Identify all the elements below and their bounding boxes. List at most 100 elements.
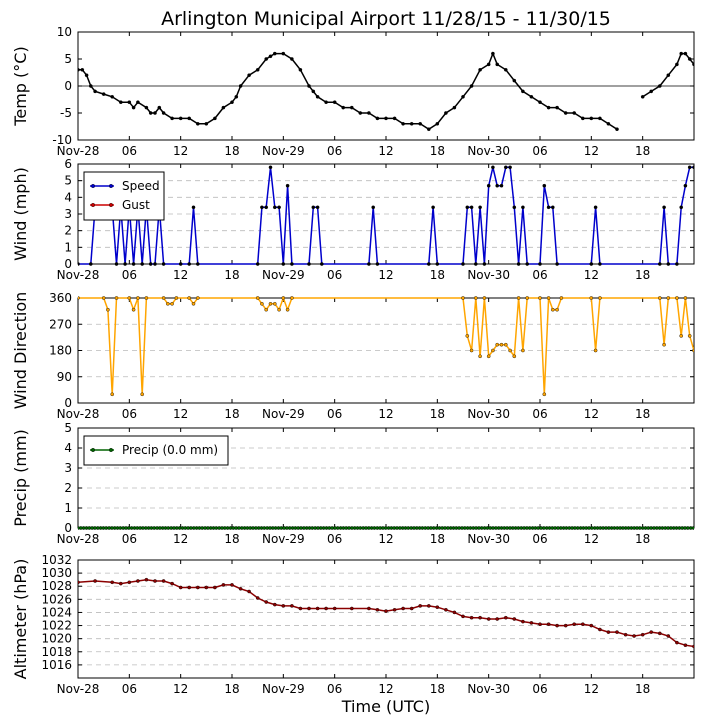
legend-marker-precip-0a bbox=[90, 448, 95, 453]
data-point-wind-0-36 bbox=[375, 262, 380, 266]
xtick-label-winddir-18: 18 bbox=[224, 407, 239, 421]
data-point-altim-0-51 bbox=[546, 622, 551, 627]
data-point-altim-0-13 bbox=[204, 585, 209, 590]
data-point-wind-0-50 bbox=[503, 165, 508, 170]
data-point-altim-0-63 bbox=[649, 630, 654, 634]
data-point-temp-1-1 bbox=[649, 89, 654, 94]
data-point-altim-0-53 bbox=[563, 623, 568, 628]
ytick-label-temp--5: -5 bbox=[60, 106, 72, 120]
xtick-label-temp-12: 12 bbox=[173, 144, 188, 158]
data-point-wind-0-47 bbox=[491, 165, 495, 170]
xtick-label-altim-24: Nov-29 bbox=[262, 682, 305, 696]
data-point-wind-0-5 bbox=[114, 262, 119, 266]
ytick-label-altim-1020: 1020 bbox=[41, 632, 72, 646]
data-point-wind-0-59 bbox=[551, 205, 555, 210]
data-point-altim-0-29 bbox=[349, 606, 354, 611]
legend-marker-wind-0b bbox=[108, 183, 113, 188]
data-point-wind-0-67 bbox=[675, 262, 679, 266]
data-point-altim-0-38 bbox=[435, 605, 440, 610]
data-point-winddir-0-31 bbox=[482, 296, 487, 300]
series-line-altim-0 bbox=[78, 578, 694, 648]
data-point-wind-0-42 bbox=[469, 205, 474, 210]
data-point-altim-0-31 bbox=[375, 608, 380, 612]
data-point-altim-0-50 bbox=[538, 622, 542, 627]
data-point-altim-0-23 bbox=[290, 604, 294, 608]
data-point-wind-0-56 bbox=[538, 262, 542, 266]
data-point-temp-0-27 bbox=[255, 68, 260, 72]
chart-title: Arlington Municipal Airport 11/28/15 - 1… bbox=[161, 8, 611, 30]
series-group-altim bbox=[78, 577, 694, 649]
data-point-winddir-0-42 bbox=[538, 296, 542, 300]
data-point-altim-0-4 bbox=[127, 580, 132, 585]
data-point-temp-0-33 bbox=[298, 68, 303, 72]
data-point-temp-0-53 bbox=[461, 95, 465, 99]
xtick-label-precip-54: 06 bbox=[532, 532, 547, 546]
data-point-temp-0-47 bbox=[409, 122, 414, 126]
data-point-temp-0-9 bbox=[131, 105, 136, 110]
data-point-altim-0-40 bbox=[452, 610, 457, 615]
data-point-temp-0-25 bbox=[238, 84, 243, 88]
xtick-label-wind-18: 18 bbox=[224, 268, 239, 282]
data-point-altim-0-66 bbox=[675, 640, 679, 645]
xtick-label-precip-6: 06 bbox=[122, 532, 137, 546]
data-point-precip-0-218 bbox=[691, 526, 694, 530]
data-point-temp-0-56 bbox=[486, 62, 491, 67]
data-point-altim-0-14 bbox=[213, 585, 217, 590]
data-point-altim-0-41 bbox=[461, 614, 465, 619]
data-point-temp-0-59 bbox=[503, 68, 508, 72]
data-point-altim-0-57 bbox=[598, 627, 602, 632]
data-point-temp-0-72 bbox=[615, 127, 619, 131]
xtick-label-wind-54: 06 bbox=[532, 268, 547, 282]
ytick-label-precip-0: 0 bbox=[64, 521, 72, 535]
data-point-wind-0-28 bbox=[285, 183, 290, 188]
data-point-temp-0-16 bbox=[170, 116, 174, 121]
data-point-winddir-0-58 bbox=[692, 348, 694, 353]
data-point-altim-0-1 bbox=[93, 579, 97, 583]
xtick-label-temp-42: 18 bbox=[430, 144, 445, 158]
data-point-temp-0-35 bbox=[311, 89, 316, 94]
legend-label-wind-0: Speed bbox=[122, 179, 160, 193]
ylabel-precip: Precip (mm) bbox=[11, 429, 30, 527]
data-point-temp-0-65 bbox=[555, 105, 559, 110]
series-group-precip bbox=[78, 526, 694, 530]
data-point-altim-0-61 bbox=[632, 634, 636, 638]
ytick-label-winddir-90: 90 bbox=[57, 370, 72, 384]
data-point-altim-0-16 bbox=[230, 583, 234, 587]
data-point-winddir-0-54 bbox=[675, 296, 679, 300]
data-point-wind-0-35 bbox=[371, 205, 376, 210]
data-point-winddir-0-24 bbox=[285, 307, 290, 312]
ytick-label-temp-5: 5 bbox=[64, 52, 72, 66]
data-point-winddir-0-6 bbox=[131, 307, 136, 312]
data-point-temp-0-48 bbox=[418, 122, 423, 126]
xtick-label-precip-18: 18 bbox=[224, 532, 239, 546]
data-point-temp-0-20 bbox=[204, 122, 209, 126]
data-point-temp-1-0 bbox=[640, 95, 645, 99]
xtick-label-winddir-42: 18 bbox=[430, 407, 445, 421]
data-point-temp-0-46 bbox=[401, 122, 405, 126]
data-point-wind-0-24 bbox=[268, 165, 273, 170]
data-point-wind-0-69 bbox=[683, 183, 688, 188]
data-point-winddir-0-14 bbox=[187, 296, 191, 300]
xtick-label-winddir-6: 06 bbox=[122, 407, 137, 421]
xtick-label-wind-42: 18 bbox=[430, 268, 445, 282]
data-point-temp-0-38 bbox=[332, 100, 337, 104]
data-point-altim-0-46 bbox=[503, 615, 508, 620]
data-point-altim-0-58 bbox=[606, 630, 611, 634]
data-point-winddir-0-8 bbox=[140, 392, 144, 397]
data-point-temp-0-18 bbox=[187, 116, 191, 121]
ytick-label-wind-5: 5 bbox=[64, 174, 72, 188]
data-point-winddir-0-51 bbox=[658, 296, 662, 300]
ytick-label-temp-10: 10 bbox=[57, 25, 72, 39]
xtick-label-wind-0: Nov-28 bbox=[57, 268, 100, 282]
data-point-temp-0-28 bbox=[264, 57, 269, 61]
ytick-label-winddir-360: 360 bbox=[49, 291, 72, 305]
data-point-temp-0-43 bbox=[375, 116, 380, 121]
data-point-temp-0-5 bbox=[101, 92, 106, 96]
data-point-winddir-0-45 bbox=[551, 307, 555, 312]
data-point-winddir-0-0 bbox=[78, 296, 80, 300]
data-point-winddir-0-40 bbox=[521, 348, 525, 353]
ylabel-altim: Altimeter (hPa) bbox=[11, 559, 30, 680]
xtick-label-winddir-0: Nov-28 bbox=[57, 407, 100, 421]
data-point-winddir-0-10 bbox=[161, 296, 166, 300]
